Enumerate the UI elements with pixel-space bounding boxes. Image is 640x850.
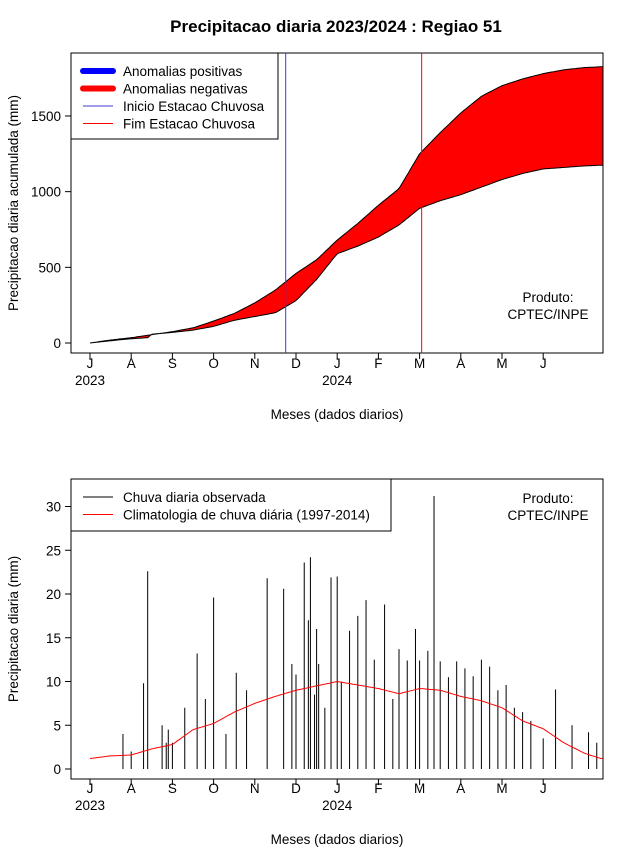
chart1-legend-label: Inicio Estacao Chuvosa xyxy=(123,99,265,114)
chart1-xtick-label: J xyxy=(87,356,94,371)
chart2-ytick-label: 30 xyxy=(46,500,61,515)
chart1-ytick-label: 0 xyxy=(53,336,61,351)
chart2-y-axis-label: Precipitacao diaria (mm) xyxy=(6,556,21,702)
chart1-ytick-label: 1500 xyxy=(31,109,61,124)
chart1-xtick-label: J xyxy=(334,356,341,371)
chart1-year-label: 2023 xyxy=(75,373,105,388)
chart2-ytick-label: 20 xyxy=(46,587,61,602)
chart1-legend-label: Fim Estacao Chuvosa xyxy=(123,117,256,132)
chart2-group: 0 5 10 15 20 25 30 J A S O N D J F M A M J 2023 2024 Meses (d… xyxy=(6,478,604,847)
chart1-xtick-label: M xyxy=(496,356,507,371)
chart1-year-label: 2024 xyxy=(322,373,353,388)
chart2-xtick-label: F xyxy=(374,781,382,796)
chart2-xtick-label: M xyxy=(496,781,507,796)
chart-title: Precipitacao diaria 2023/2024 : Regiao 5… xyxy=(170,17,502,36)
chart1-ytick-label: 1000 xyxy=(31,185,61,200)
chart2-ytick-label: 15 xyxy=(46,631,61,646)
chart2-legend-label: Climatologia de chuva diária (1997-2014) xyxy=(123,508,370,523)
chart1-xtick-label: A xyxy=(456,356,465,371)
chart2-x-axis-label: Meses (dados diarios) xyxy=(271,832,404,847)
chart1-xtick-label: O xyxy=(208,356,219,371)
chart2-xtick-label: J xyxy=(334,781,341,796)
chart1-product-annotation: Produto: xyxy=(522,290,573,305)
chart1-xtick-label: M xyxy=(414,356,425,371)
chart1-legend-box xyxy=(70,52,279,140)
chart1-xtick-label: N xyxy=(250,356,260,371)
chart1-product-annotation: CPTEC/INPE xyxy=(507,307,588,322)
chart2-xtick-label: A xyxy=(127,781,136,796)
chart2-year-label: 2024 xyxy=(322,798,353,813)
chart1-group: 0 500 1000 1500 J A S O N D J F M A M J 2023 2024 Meses (d… xyxy=(6,52,604,422)
chart1-legend-label: Anomalias negativas xyxy=(123,82,248,97)
chart2-ytick-label: 0 xyxy=(53,762,61,777)
chart2-xtick-label: M xyxy=(414,781,425,796)
chart1-xtick-label: A xyxy=(127,356,136,371)
chart2-product-annotation: CPTEC/INPE xyxy=(507,508,588,523)
chart1-ytick-label: 500 xyxy=(38,260,61,275)
chart1-x-axis-label: Meses (dados diarios) xyxy=(271,407,404,422)
chart1-xtick-label: F xyxy=(374,356,382,371)
chart2-climatology-line xyxy=(89,681,603,759)
chart2-xtick-label: D xyxy=(291,781,301,796)
chart2-xtick-label: S xyxy=(168,781,177,796)
chart2-xtick-label: N xyxy=(250,781,260,796)
chart2-ytick-label: 10 xyxy=(46,675,61,690)
chart1-xtick-label: J xyxy=(540,356,547,371)
chart2-xtick-label: A xyxy=(456,781,465,796)
chart2-product-annotation: Produto: xyxy=(522,491,573,506)
chart2-ytick-label: 5 xyxy=(53,718,61,733)
chart2-xtick-label: J xyxy=(540,781,547,796)
chart2-legend-box xyxy=(70,478,392,532)
chart1-negative-anomaly-area xyxy=(89,66,604,344)
chart2-xtick-label: O xyxy=(208,781,219,796)
chart2-legend-label: Chuva diaria observada xyxy=(123,490,266,505)
chart1-legend-label: Anomalias positivas xyxy=(123,64,243,79)
chart2-ytick-label: 25 xyxy=(46,543,61,558)
chart1-xtick-label: S xyxy=(168,356,177,371)
chart1-y-axis-label: Precipitacao diaria acumulada (mm) xyxy=(6,95,21,311)
chart1-xtick-label: D xyxy=(291,356,301,371)
chart2-year-label: 2023 xyxy=(75,798,105,813)
chart2-xtick-label: J xyxy=(87,781,94,796)
